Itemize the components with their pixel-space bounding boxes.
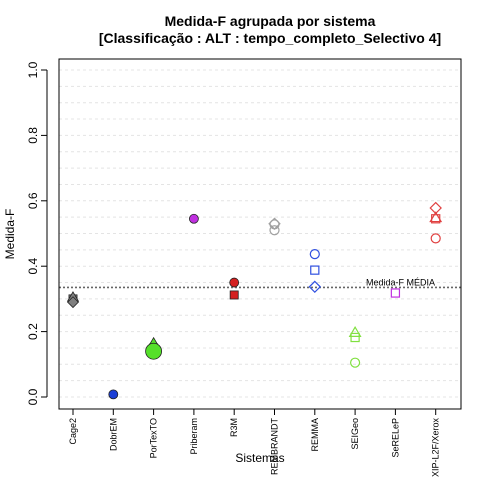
x-tick-label: REMBRANDT — [270, 418, 280, 476]
x-axis: Cage2 DobrEM PorTexTO Priberam R3M REMBRANDT R… — [68, 408, 441, 478]
y-tick-label: 0.4 — [26, 258, 40, 275]
data-point-square — [229, 290, 239, 300]
data-point-triangle — [429, 211, 443, 223]
y-tick-label: 0.0 — [26, 388, 40, 405]
x-axis-label: Sistemas — [235, 451, 284, 465]
data-point-circle — [108, 389, 119, 400]
x-tick-label: Cage2 — [68, 418, 78, 445]
chart-title: Medida-F agrupada por sistema — [165, 13, 376, 29]
data-point-square — [431, 214, 441, 224]
data-point-square — [310, 265, 320, 275]
x-tick-label: SEIGeo — [350, 418, 360, 450]
x-tick-label: R3M — [229, 418, 239, 437]
y-tick-label: 0.2 — [26, 323, 40, 340]
data-point-triangle — [348, 325, 362, 337]
data-point-circle — [350, 357, 361, 368]
data-point-circle — [269, 225, 280, 236]
x-tick-label: Priberam — [189, 418, 199, 455]
data-point-diamond — [67, 296, 79, 309]
reference-line-group: Medida-F MÉDIA — [59, 277, 461, 289]
x-tick-label: XIP-L2F/Xerox — [431, 418, 441, 478]
x-tick-label: SeRELeP — [390, 418, 400, 458]
data-point-circle — [269, 219, 280, 230]
y-axis: 0.0 0.2 0.4 0.6 0.8 1.0 — [26, 61, 48, 405]
data-point-circle — [229, 277, 240, 288]
data-point-circle — [188, 213, 199, 224]
y-tick-label: 0.6 — [26, 192, 40, 209]
x-tick-label: REMMA — [310, 418, 320, 452]
data-point-circle — [309, 249, 320, 260]
reference-line-label: Medida-F MÉDIA — [366, 277, 435, 287]
y-axis-label: Medida-F — [3, 209, 17, 260]
x-tick-label: PorTexTO — [149, 418, 159, 458]
data-point-square — [390, 288, 401, 298]
chart-subtitle: [Classificação : ALT : tempo_completo_Se… — [99, 30, 441, 46]
data-points — [66, 201, 443, 400]
x-tick-label: DobrEM — [108, 418, 118, 451]
data-point-diamond — [308, 280, 322, 294]
y-tick-label: 1.0 — [26, 61, 40, 78]
data-point-square — [350, 332, 360, 343]
data-point-circle — [430, 233, 441, 244]
data-point-circle — [145, 342, 163, 360]
grid-lines — [59, 69, 461, 398]
y-tick-label: 0.8 — [26, 127, 40, 144]
